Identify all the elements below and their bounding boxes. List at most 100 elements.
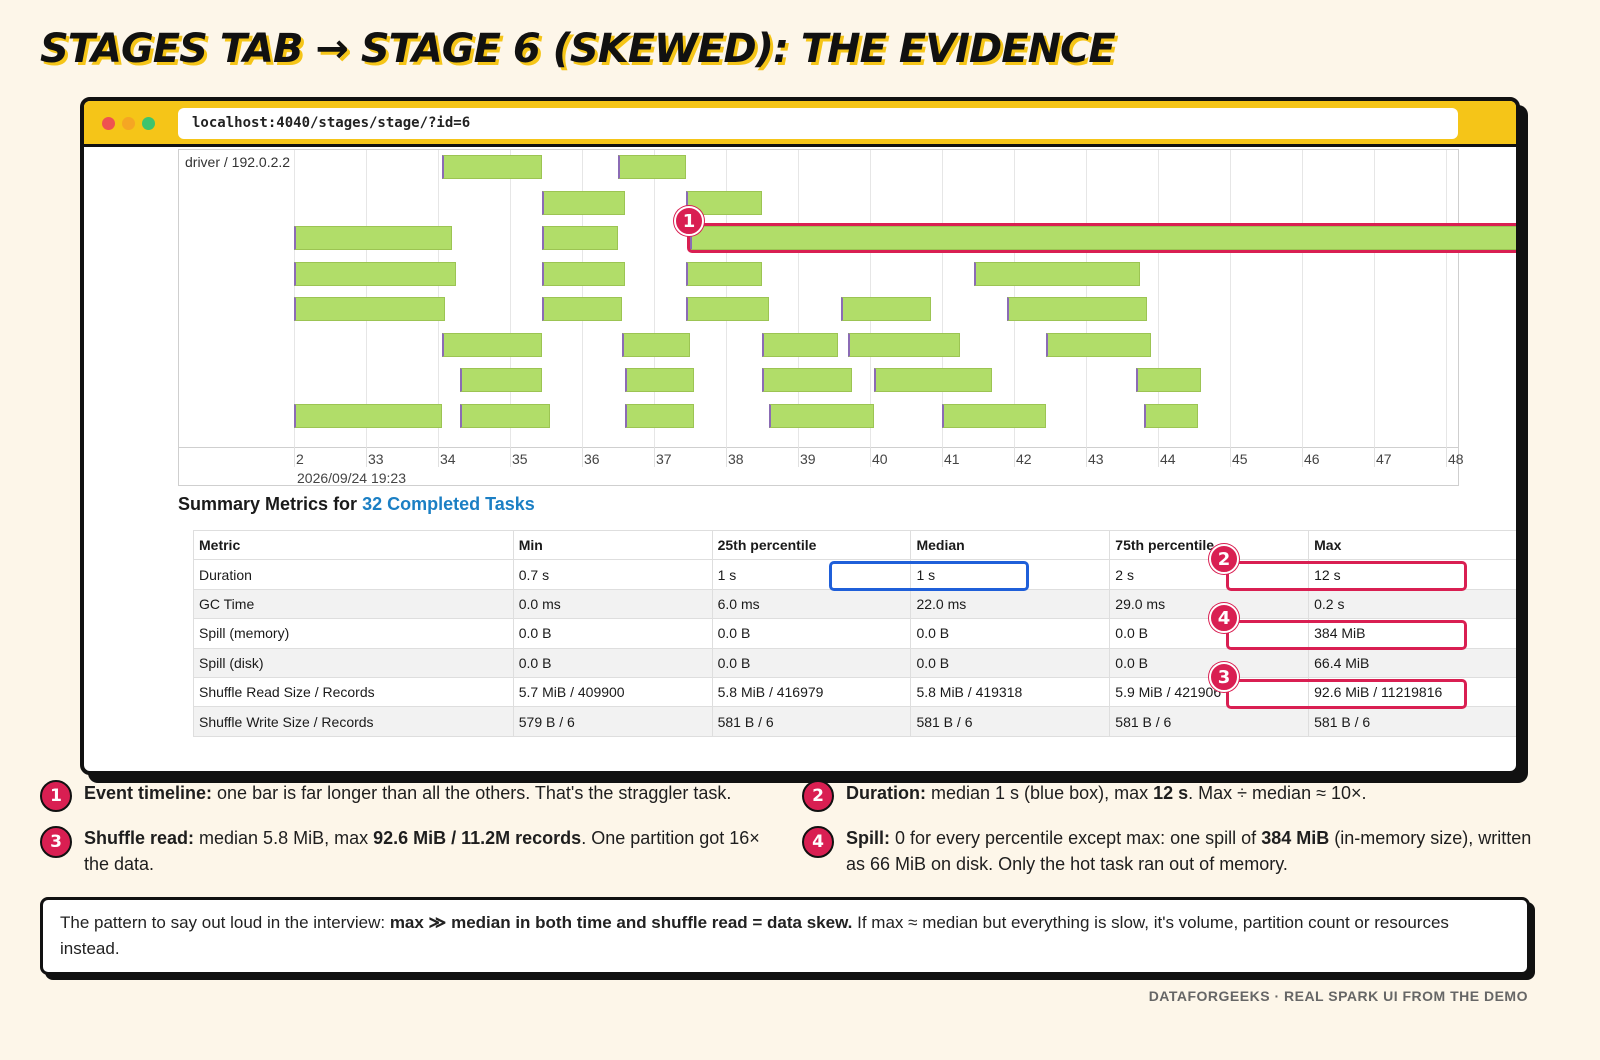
completed-tasks-link[interactable]: 32 Completed Tasks	[362, 494, 535, 514]
timeline-tick-label: 44	[1160, 451, 1176, 467]
task-bar[interactable]	[625, 403, 694, 428]
timeline-tick-label: 48	[1448, 451, 1464, 467]
task-bar[interactable]	[873, 368, 993, 392]
url-bar[interactable]: localhost:4040/stages/stage/?id=6	[178, 108, 1458, 139]
task-bar[interactable]	[294, 226, 453, 250]
note-3-title: Shuffle read:	[84, 828, 195, 848]
timeline-gridline	[510, 150, 511, 447]
task-bar[interactable]	[542, 190, 626, 215]
timeline-gridline	[1230, 150, 1231, 447]
timeline-tick-label: 35	[512, 451, 528, 467]
column-header[interactable]: Min	[512, 529, 713, 561]
task-bar[interactable]	[294, 261, 456, 286]
note-2-text-a: median 1 s (blue box), max	[926, 783, 1154, 803]
note-3-text-b: . One partition got 16× the data.	[84, 828, 760, 874]
metric-value-cell: 92.6 MiB / 11219816	[1308, 676, 1516, 708]
column-header[interactable]: Max	[1308, 529, 1516, 561]
metric-name-cell: Spill (memory)	[193, 618, 514, 649]
table-header-row: Metric Min 25th percentile Median 75th perce…	[193, 529, 1516, 561]
timeline-tick-line	[942, 447, 943, 467]
metric-value-cell: 581 B / 6	[1308, 706, 1516, 737]
summary-metrics-table: Metric Min 25th percentile Median 75th perce…	[193, 529, 1516, 737]
note-1-title: Event timeline:	[84, 783, 213, 803]
task-bar[interactable]	[1006, 297, 1148, 321]
timeline-tick-label: 38	[728, 451, 744, 467]
minimize-window-dot-icon[interactable]	[122, 117, 135, 130]
note-shuffle-read: Shuffle read: median 5.8 MiB, max 92.6 M…	[84, 825, 774, 877]
task-bar[interactable]	[441, 332, 543, 357]
task-bar[interactable]	[762, 332, 838, 357]
maximize-window-dot-icon[interactable]	[142, 117, 155, 130]
metric-value-cell: 0.0 B	[512, 618, 713, 649]
timeline-tick-line	[1374, 447, 1375, 467]
timeline-tick-label: 46	[1304, 451, 1320, 467]
timeline-tick-label: 36	[584, 451, 600, 467]
task-bar[interactable]	[769, 403, 874, 428]
column-header[interactable]: Median	[910, 529, 1111, 561]
browser-window: localhost:4040/stages/stage/?id=6 driver…	[80, 97, 1520, 775]
note-4-text-a: 0 for every percentile except max: one s…	[890, 828, 1262, 848]
timeline-gridline	[1518, 150, 1519, 447]
metric-value-cell: 0.0 B	[512, 647, 713, 678]
table-row: Spill (memory) 0.0 B 0.0 B 0.0 B 0.0 B 384 Mi…	[193, 618, 1516, 649]
metric-value-cell: 0.0 B	[711, 618, 912, 649]
timeline-tick-line	[1518, 447, 1519, 467]
note-3-bold: 92.6 MiB / 11.2M records	[373, 828, 582, 848]
timeline-tick-line	[1158, 447, 1159, 467]
task-bar[interactable]	[294, 403, 442, 428]
executor-label: driver / 192.0.2.2	[185, 154, 291, 170]
task-bar[interactable]	[1136, 368, 1202, 392]
task-bar[interactable]	[459, 403, 550, 428]
metric-value-cell: 0.0 B	[711, 647, 912, 678]
timeline-tick-line	[366, 447, 367, 467]
task-bar[interactable]	[848, 332, 960, 357]
timeline-tick-line	[870, 447, 871, 467]
close-window-dot-icon[interactable]	[102, 117, 115, 130]
metric-value-cell: 581 B / 6	[711, 706, 912, 737]
timeline-tick-line	[582, 447, 583, 467]
note-1-text: one bar is far longer than all the other…	[212, 783, 732, 803]
straggler-task-bar[interactable]	[690, 226, 1516, 250]
metric-name-cell: Shuffle Read Size / Records	[193, 676, 514, 708]
timeline-gridline	[654, 150, 655, 447]
note-2-title: Duration:	[846, 783, 926, 803]
task-bar[interactable]	[686, 261, 762, 286]
table-row: Shuffle Write Size / Records 579 B / 6 581…	[193, 706, 1516, 737]
badge-4: 4	[1209, 603, 1239, 633]
timeline-axis	[179, 447, 1458, 448]
timeline-tick-label: 40	[872, 451, 888, 467]
task-bar[interactable]	[441, 155, 543, 179]
task-bar[interactable]	[942, 403, 1047, 428]
task-bar[interactable]	[542, 297, 622, 321]
task-bar[interactable]	[542, 226, 618, 250]
callout-text-a: The pattern to say out loud in the inter…	[60, 913, 390, 932]
timeline-tick-label: 42	[1016, 451, 1032, 467]
task-bar[interactable]	[625, 368, 694, 392]
task-bar[interactable]	[618, 155, 687, 179]
timeline-tick-label: 47	[1376, 451, 1392, 467]
task-bar[interactable]	[686, 297, 770, 321]
timeline-tick-line	[1086, 447, 1087, 467]
timeline-tick-label: 34	[440, 451, 456, 467]
column-header[interactable]: Metric	[193, 529, 514, 561]
task-bar[interactable]	[1046, 332, 1151, 357]
interview-pattern-callout: The pattern to say out loud in the inter…	[40, 897, 1530, 975]
timeline-gridline	[942, 150, 943, 447]
timeline-tick-label: 39	[800, 451, 816, 467]
task-bar[interactable]	[294, 297, 446, 321]
note-4-text-b: (in-memory size), written as 66 MiB on d…	[846, 828, 1532, 874]
table-row: Spill (disk) 0.0 B 0.0 B 0.0 B 0.0 B 66.4 MiB	[193, 647, 1516, 678]
task-bar[interactable]	[621, 332, 690, 357]
task-bar[interactable]	[1143, 403, 1198, 428]
task-bar[interactable]	[542, 261, 626, 286]
timeline-tick-line	[654, 447, 655, 467]
metric-value-cell: 384 MiB	[1308, 618, 1516, 649]
task-bar[interactable]	[974, 261, 1140, 286]
task-bar[interactable]	[762, 368, 852, 392]
note-4-title: Spill:	[846, 828, 890, 848]
timeline-tick-label: 43	[1088, 451, 1104, 467]
note-4-badge: 4	[802, 826, 834, 858]
task-bar[interactable]	[459, 368, 543, 392]
task-bar[interactable]	[841, 297, 932, 321]
column-header[interactable]: 25th percentile	[711, 529, 912, 561]
